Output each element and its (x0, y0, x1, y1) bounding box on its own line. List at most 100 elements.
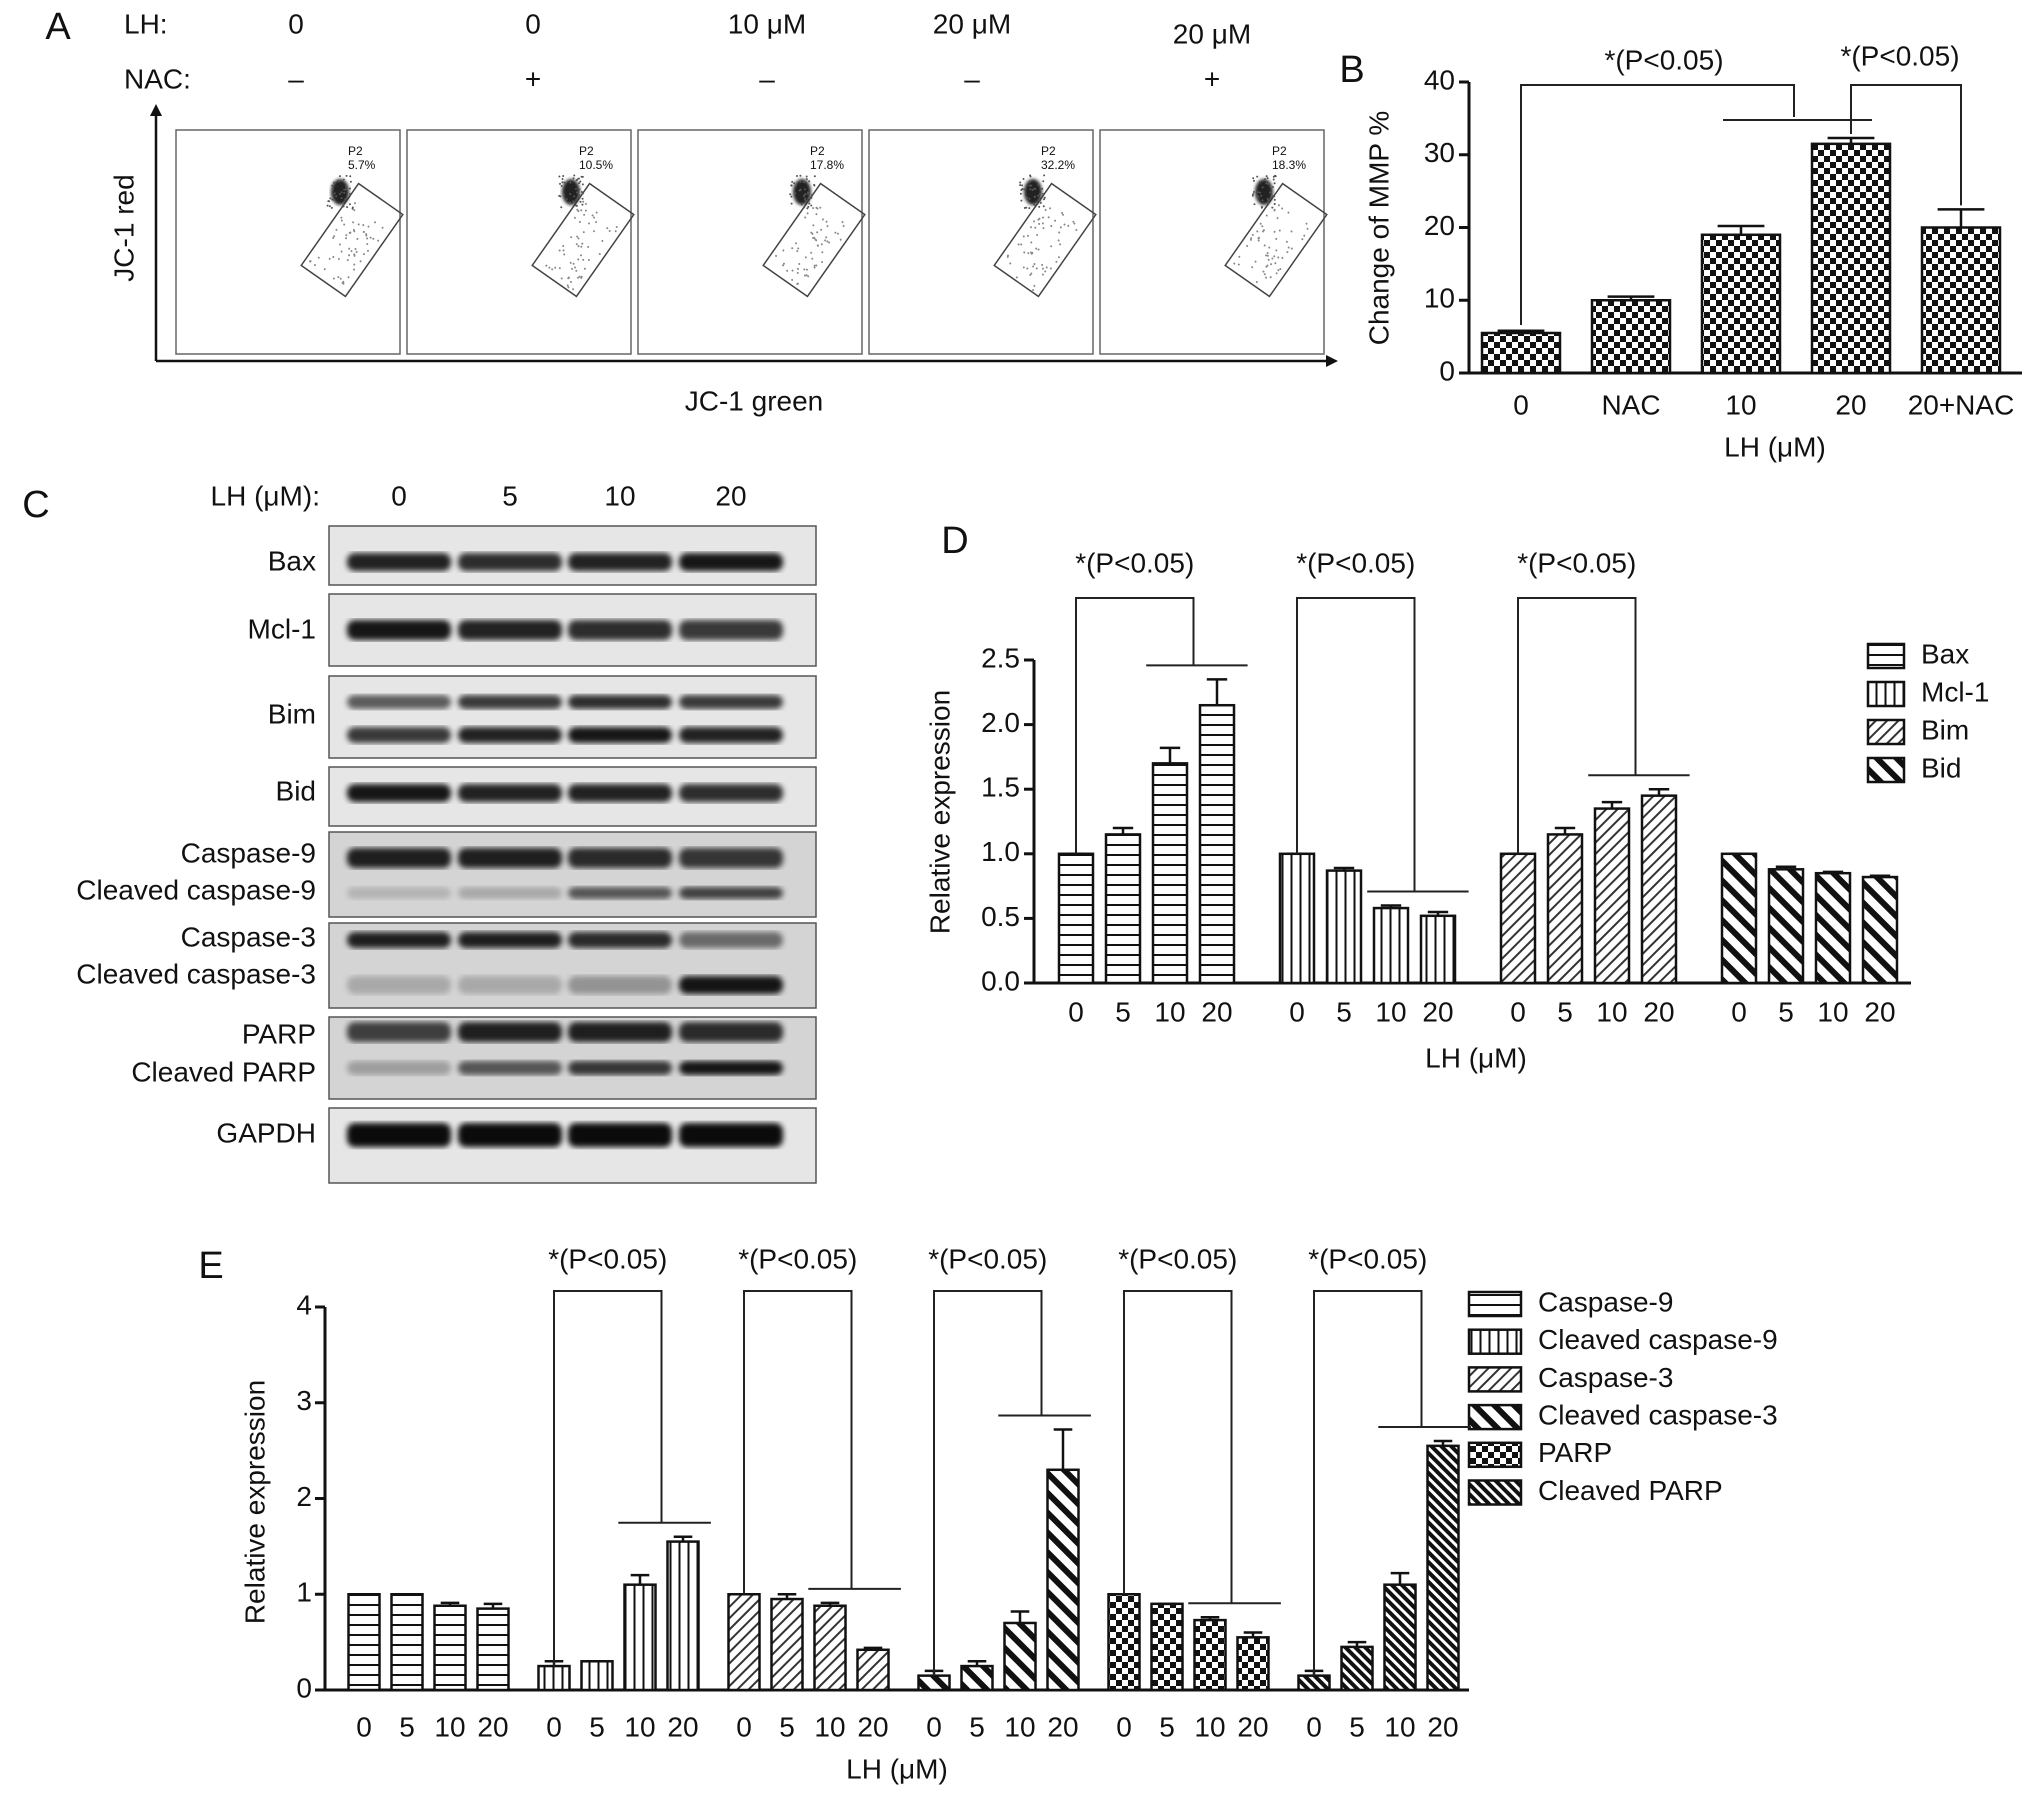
nac-label: + (1204, 63, 1220, 94)
event-dot (562, 244, 565, 247)
legend-label: Cleaved caspase-9 (1538, 1324, 1778, 1355)
event-dot (1030, 251, 1033, 254)
event-dot (1026, 196, 1029, 199)
event-dot (350, 250, 353, 253)
event-dot (584, 209, 587, 212)
event-dot (1028, 207, 1031, 210)
lh-label: 0 (288, 8, 304, 39)
event-dot (1067, 224, 1070, 227)
event-dot (345, 186, 348, 189)
axis-title: JC-1 red (108, 174, 139, 281)
x-tick-label: 20 (667, 1711, 698, 1742)
event-dot (1267, 258, 1270, 261)
x-tick-label: 5 (1778, 996, 1794, 1027)
x-tick-label: 10 (1004, 1711, 1035, 1742)
nac-label: + (525, 63, 541, 94)
bar (1426, 1444, 1460, 1692)
event-dot (1275, 272, 1278, 275)
event-dot (799, 188, 802, 191)
event-dot (580, 275, 583, 278)
event-dot (819, 206, 822, 209)
event-dot (614, 230, 617, 233)
event-dot (1271, 195, 1274, 198)
event-dot (580, 209, 583, 212)
error-bar (1200, 1615, 1220, 1621)
event-dot (559, 182, 562, 185)
event-dot (1258, 181, 1261, 184)
significance-bracket (1296, 597, 1469, 893)
legend-swatch (1866, 642, 1906, 670)
event-dot (1044, 209, 1047, 212)
event-dot (782, 249, 785, 252)
event-dot (349, 180, 352, 183)
event-dot (568, 276, 571, 279)
event-dot (1260, 194, 1263, 197)
event-dot (563, 253, 566, 256)
event-dot (578, 182, 581, 185)
error-bar (1333, 866, 1355, 871)
event-dot (579, 180, 582, 183)
event-dot (569, 201, 572, 204)
protein-label: Mcl-1 (248, 613, 316, 644)
event-dot (1266, 182, 1269, 185)
event-dot (587, 222, 590, 225)
bar (1814, 871, 1852, 985)
blot-band (347, 727, 451, 743)
event-dot (577, 177, 580, 180)
event-dot (1252, 179, 1255, 182)
event-dot (795, 184, 798, 187)
event-dot (559, 195, 562, 198)
error-bar (1822, 870, 1844, 874)
event-dot (1038, 205, 1041, 208)
event-dot (344, 198, 347, 201)
event-dot (1261, 205, 1264, 208)
event-dot (575, 269, 578, 272)
blot-band (458, 1022, 562, 1042)
event-dot (571, 267, 574, 270)
event-dot (1261, 199, 1264, 202)
event-dot (1251, 194, 1254, 197)
dose-label: 0 (391, 480, 407, 511)
panel-letter: D (941, 520, 968, 562)
event-dot (369, 236, 372, 239)
event-dot (814, 238, 817, 241)
x-tick-label: 0 (356, 1711, 372, 1742)
event-dot (1273, 208, 1276, 211)
event-dot (811, 193, 814, 196)
event-dot (1057, 239, 1060, 242)
axis-title: LH (μM) (1724, 431, 1826, 462)
event-dot (1272, 175, 1275, 178)
event-dot (1274, 262, 1277, 265)
x-tick-label: 20 (1835, 389, 1866, 420)
error-bar (1601, 800, 1623, 809)
x-tick-label: 0 (1289, 996, 1305, 1027)
event-dot (366, 237, 369, 240)
error-bar (673, 1535, 693, 1542)
protein-label: Bax (268, 545, 316, 576)
event-dot (1270, 196, 1273, 199)
gate (762, 182, 866, 298)
event-dot (578, 221, 581, 224)
event-dot (1030, 272, 1033, 275)
bar (727, 1593, 761, 1692)
x-tick-label: 20 (1047, 1711, 1078, 1742)
significance-label: *(P<0.05) (548, 1243, 667, 1274)
event-dot (1249, 238, 1252, 241)
event-dot (348, 203, 351, 206)
event-dot (573, 174, 576, 177)
error-bar (1827, 136, 1875, 144)
event-dot (1035, 267, 1038, 270)
bar (666, 1540, 700, 1692)
event-dot (1043, 174, 1046, 177)
event-dot (340, 250, 343, 253)
y-tick-label: 10 (1424, 283, 1455, 314)
gate-percent: 5.7% (348, 158, 376, 172)
blot-band (347, 620, 451, 640)
nac-label: – (964, 63, 980, 94)
event-dot (1042, 193, 1045, 196)
protein-label: Cleaved PARP (131, 1056, 316, 1087)
significance-label: *(P<0.05) (1075, 547, 1194, 578)
event-dot (342, 178, 345, 181)
event-dot (1262, 230, 1265, 233)
x-tick-label: 0 (1068, 996, 1084, 1027)
